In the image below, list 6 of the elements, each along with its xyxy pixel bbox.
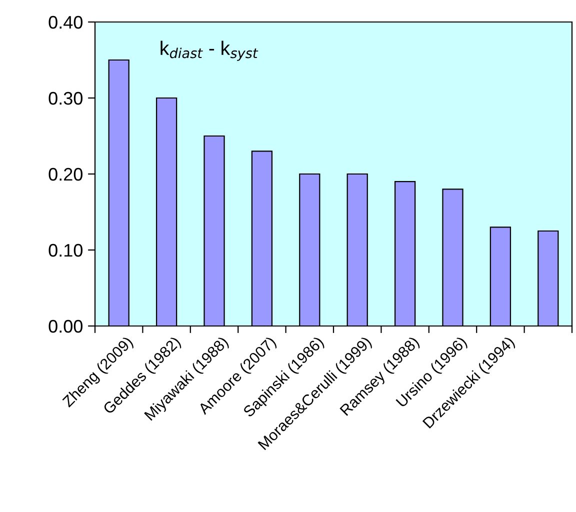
y-tick-label: 0.10: [48, 244, 82, 257]
y-tick-label: 0.40: [48, 16, 82, 29]
annotation: k$_{diast}$ - k$_{syst}$: [160, 40, 258, 61]
y-tick-label: 0.30: [48, 92, 82, 105]
y-tick-label: 0.00: [48, 320, 82, 333]
y-tick-label: 0.20: [48, 168, 82, 181]
